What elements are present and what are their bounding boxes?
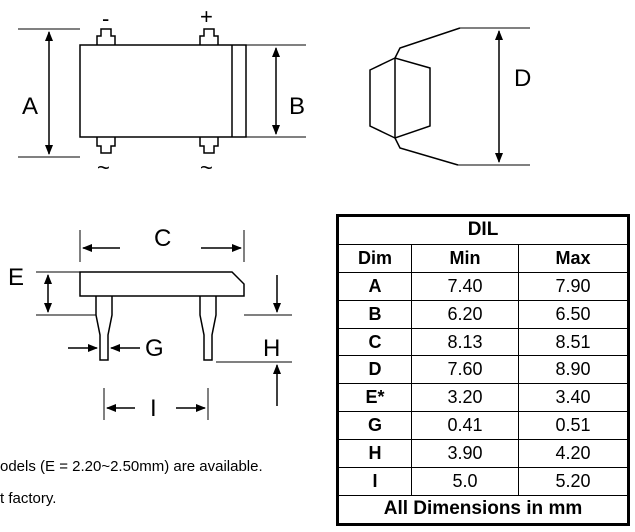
row-min: 3.90 — [411, 439, 519, 469]
row-dim: D — [337, 355, 412, 385]
label-c: C — [154, 225, 171, 252]
header-max: Max — [518, 243, 629, 273]
table-footer: All Dimensions in mm — [337, 494, 629, 526]
top-pin-right — [199, 28, 219, 45]
row-min: 0.41 — [411, 411, 519, 441]
pin-minus-symbol: - — [102, 6, 109, 31]
label-b: B — [289, 93, 305, 120]
row-dim: C — [337, 327, 412, 357]
row-max: 7.90 — [518, 271, 629, 301]
header-dim: Dim — [337, 243, 412, 273]
row-min: 7.60 — [411, 355, 519, 385]
row-max: 0.51 — [518, 411, 629, 441]
top-view — [18, 28, 306, 158]
front-view — [36, 230, 292, 420]
top-view-body — [79, 44, 247, 138]
row-dim: H — [337, 439, 412, 469]
table-row: D 7.60 8.90 — [337, 355, 629, 385]
table-title: DIL — [337, 215, 629, 245]
note-line-2: t factory. — [0, 490, 57, 507]
note-line-1: odels (E = 2.20~2.50mm) are available. — [0, 458, 263, 475]
row-max: 8.51 — [518, 327, 629, 357]
table-row: B 6.20 6.50 — [337, 299, 629, 329]
pin-plus-symbol: + — [200, 4, 213, 29]
side-lead-top — [394, 27, 461, 59]
side-view-body — [369, 57, 431, 139]
table-row: E* 3.20 3.40 — [337, 383, 629, 413]
row-min: 8.13 — [411, 327, 519, 357]
table-row: A 7.40 7.90 — [337, 271, 629, 301]
table-header-row: Dim Min Max — [337, 243, 629, 273]
row-min: 5.0 — [411, 467, 519, 496]
table-row: C 8.13 8.51 — [337, 327, 629, 357]
pin-ac-left-symbol: ~ — [97, 155, 110, 180]
row-dim: G — [337, 411, 412, 441]
side-lead-bottom — [394, 137, 459, 166]
front-lead-left — [95, 296, 113, 361]
label-a: A — [22, 93, 38, 120]
label-h: H — [263, 335, 280, 362]
table-row: G 0.41 0.51 — [337, 411, 629, 441]
row-max: 3.40 — [518, 383, 629, 413]
side-view — [369, 27, 530, 166]
dimensions-table: DIL Dim Min Max A 7.40 7.90 B 6.20 6.50 C 8.1… — [336, 214, 630, 526]
label-e: E — [8, 264, 24, 291]
bottom-pin-right — [199, 137, 219, 154]
row-dim: A — [337, 271, 412, 301]
row-min: 6.20 — [411, 299, 519, 329]
top-pin-left — [96, 28, 116, 45]
row-max: 5.20 — [518, 467, 629, 496]
row-max: 6.50 — [518, 299, 629, 329]
label-i: I — [150, 395, 157, 422]
row-dim: B — [337, 299, 412, 329]
front-lead-right — [199, 296, 217, 361]
bottom-pin-left — [96, 137, 116, 154]
row-dim: E* — [337, 383, 412, 413]
row-dim: I — [337, 467, 412, 496]
row-max: 4.20 — [518, 439, 629, 469]
table-row: H 3.90 4.20 — [337, 439, 629, 469]
table-row: I 5.0 5.20 — [337, 467, 629, 496]
label-g: G — [145, 335, 164, 362]
label-d: D — [514, 65, 531, 92]
front-view-body — [79, 271, 245, 297]
row-min: 3.20 — [411, 383, 519, 413]
row-max: 8.90 — [518, 355, 629, 385]
header-min: Min — [411, 243, 519, 273]
row-min: 7.40 — [411, 271, 519, 301]
pin-ac-right-symbol: ~ — [200, 155, 213, 180]
